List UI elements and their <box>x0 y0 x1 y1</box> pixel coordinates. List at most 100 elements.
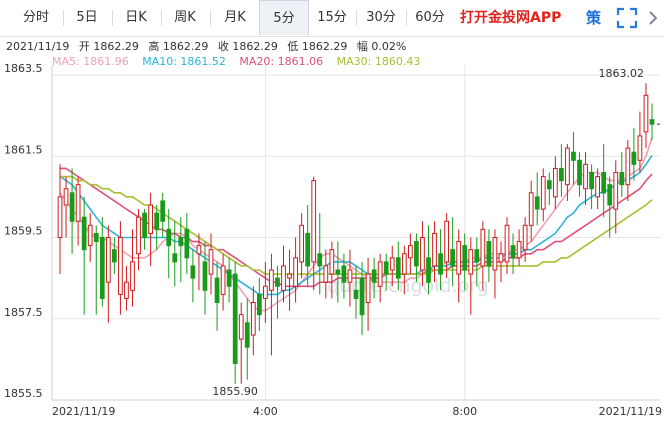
candle-body <box>371 269 377 283</box>
candle-body <box>395 257 401 279</box>
candle-body <box>420 237 425 271</box>
candle-body <box>462 245 468 271</box>
candle-body <box>256 293 262 316</box>
candle-body <box>269 269 274 291</box>
candle-body <box>559 167 564 182</box>
tab-5day[interactable]: 5日 <box>76 10 98 25</box>
tab-divider <box>161 10 162 26</box>
chevron-right-icon[interactable] <box>646 4 660 32</box>
candle-body <box>154 212 160 230</box>
candle-body <box>275 277 280 287</box>
candle-body <box>136 216 141 255</box>
candle-body <box>220 265 226 295</box>
tab-divider <box>63 10 64 26</box>
ma-line-ma10 <box>59 154 653 296</box>
candle-body <box>57 196 63 238</box>
tab-daily-k[interactable]: 日K <box>125 10 147 25</box>
candle-body <box>81 216 87 251</box>
candle-body <box>196 245 202 255</box>
candle-body <box>75 184 81 222</box>
quote-date: 2021/11/19 <box>6 40 70 53</box>
candle-body <box>323 265 329 283</box>
candle-body <box>293 257 298 287</box>
candle-body <box>595 176 601 198</box>
candle-body <box>571 151 576 161</box>
candle-body <box>63 188 69 206</box>
candle-body <box>601 172 607 194</box>
candle-body <box>414 241 419 267</box>
candle-body <box>250 302 256 336</box>
candles <box>57 83 655 384</box>
open-app-link[interactable]: 打开金投网APP <box>460 10 562 26</box>
tab-weekly-k[interactable]: 周K <box>174 10 196 25</box>
candle-body <box>142 212 147 238</box>
candle-body <box>498 253 504 263</box>
candle-body <box>244 322 250 348</box>
candle-body <box>401 253 407 275</box>
x-tick-label: 2021/11/19 <box>52 405 115 418</box>
tab-timeshare[interactable]: 分时 <box>22 10 49 25</box>
strategy-button[interactable]: 策 <box>586 9 602 27</box>
candle-body <box>450 249 456 267</box>
quote-high: 高 1862.29 <box>148 40 209 53</box>
candle-body <box>214 277 220 303</box>
candle-body <box>534 196 540 210</box>
ma5-label: MA5: 1861.96 <box>52 55 129 68</box>
tab-5min[interactable]: 5分 <box>259 0 309 35</box>
candle-body <box>468 249 474 275</box>
candle-body <box>148 204 153 234</box>
candle-body <box>184 228 190 259</box>
candle-body <box>583 163 588 190</box>
axis-labels: 1863.5 1861.5 1859.5 1857.5 1855.5 2021/11/19… <box>4 62 662 418</box>
candle-body <box>438 253 443 275</box>
tab-60min[interactable]: 60分 <box>415 10 445 25</box>
y-tick-label: 1859.5 <box>4 225 43 238</box>
ma-legend: MA5: 1861.96 MA10: 1861.52 MA20: 1861.06… <box>52 55 430 68</box>
ma10-label: MA10: 1861.52 <box>142 55 226 68</box>
candle-body <box>208 249 214 275</box>
candle-body <box>407 245 413 259</box>
candle-body <box>172 253 178 263</box>
candle-body <box>474 249 480 263</box>
candle-body <box>619 172 625 186</box>
candle-body <box>305 232 311 267</box>
candle-body <box>625 147 631 186</box>
candle-body <box>546 180 552 190</box>
candle-body <box>637 135 643 161</box>
quote-open: 开 1862.29 <box>78 40 139 53</box>
candle-body <box>365 273 371 303</box>
candle-body <box>202 261 208 291</box>
tab-monthly-k[interactable]: 月K <box>224 10 246 25</box>
candle-body <box>359 277 365 316</box>
candle-body <box>311 180 317 263</box>
fullscreen-icon[interactable] <box>616 7 638 29</box>
ma30-label: MA30: 1860.43 <box>336 55 421 68</box>
quote-change: 幅 0.02% <box>356 40 407 53</box>
chart-grid <box>51 65 660 401</box>
tab-15min[interactable]: 15分 <box>317 10 347 25</box>
candle-body <box>552 167 558 198</box>
candle-body <box>124 281 129 299</box>
candle-body <box>528 192 534 226</box>
candle-body <box>99 237 105 299</box>
candle-body <box>287 273 292 279</box>
candle-body <box>565 147 570 186</box>
candle-body <box>238 314 244 340</box>
y-tick-label: 1861.5 <box>4 143 43 156</box>
candle-body <box>522 224 528 251</box>
candle-body <box>166 228 172 247</box>
tab-30min[interactable]: 30分 <box>366 10 396 25</box>
candle-body <box>281 265 286 291</box>
candle-body <box>444 220 449 263</box>
quote-close: 收 1862.29 <box>217 40 278 53</box>
quote-low: 低 1862.29 <box>287 40 348 53</box>
candle-body <box>69 192 75 222</box>
tab-divider <box>406 10 407 26</box>
candle-body <box>607 184 613 206</box>
candle-body <box>299 224 305 263</box>
candle-body <box>160 200 166 222</box>
candle-body <box>516 241 522 259</box>
candle-body <box>432 232 437 267</box>
y-tick-label: 1863.5 <box>4 62 43 75</box>
